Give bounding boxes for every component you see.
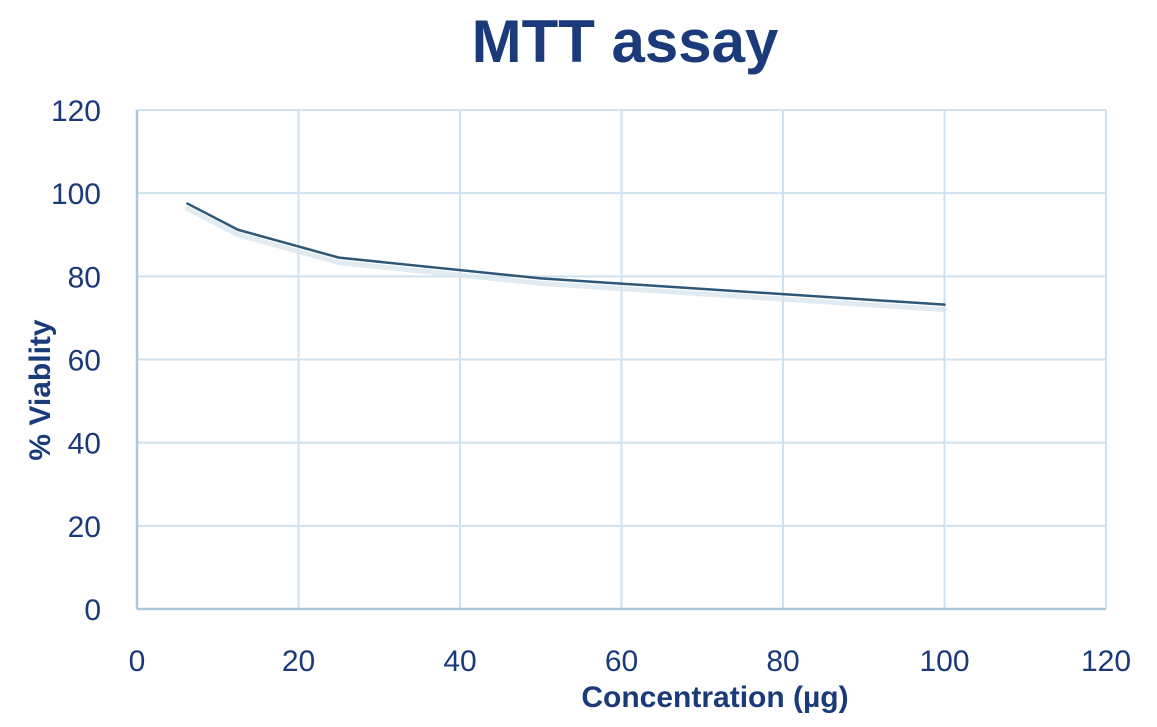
x-tick-labels: 0 20 40 60 80 100 120 [129,645,1131,678]
x-axis-label: Concentration (µg) [581,681,848,714]
grid [137,109,1107,609]
x-tick-label: 60 [605,645,638,678]
series-line [186,202,946,306]
y-tick-label: 120 [51,95,101,128]
x-tick-label: 80 [766,645,799,678]
y-tick-label: 80 [68,261,101,294]
y-tick-label: 100 [51,178,101,211]
y-axis-label: % Viablity [24,319,57,460]
x-tick-label: 40 [443,645,476,678]
y-tick-label: 0 [84,594,101,627]
x-tick-label: 100 [919,645,969,678]
series [184,202,947,313]
y-tick-label: 60 [68,345,101,378]
y-tick-labels: 0 20 40 60 80 100 120 [51,95,101,627]
x-tick-label: 120 [1081,645,1131,678]
chart-title: MTT assay [472,8,779,75]
series-line-shadow [184,206,947,313]
y-tick-label: 20 [68,511,101,544]
axes [135,110,1106,611]
x-tick-label: 0 [129,645,146,678]
y-tick-label: 40 [68,428,101,461]
x-tick-label: 20 [282,645,315,678]
